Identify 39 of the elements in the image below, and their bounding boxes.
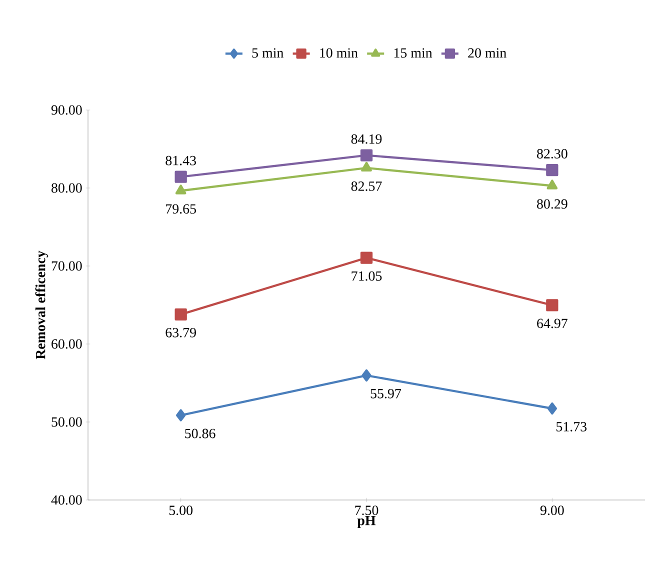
data-label: 63.79 bbox=[166, 328, 196, 338]
data-label: 81.43 bbox=[166, 156, 196, 166]
point bbox=[360, 252, 373, 264]
data-label: 82.57 bbox=[351, 181, 382, 191]
data-label: 55.97 bbox=[370, 388, 402, 398]
point bbox=[547, 402, 557, 415]
data-label: 71.05 bbox=[352, 271, 382, 281]
data-label: 50.86 bbox=[185, 428, 216, 438]
data-label: 84.19 bbox=[351, 134, 382, 144]
legend-label: 5 min bbox=[252, 48, 284, 58]
point bbox=[176, 409, 186, 422]
x-tick-label: 5.00 bbox=[169, 506, 193, 516]
data-label: 64.97 bbox=[537, 318, 568, 328]
point bbox=[546, 180, 558, 190]
data-label: 51.73 bbox=[556, 422, 587, 432]
y-tick-label: 40.00 bbox=[51, 495, 82, 505]
x-tick-label: 9.00 bbox=[540, 506, 564, 516]
x-axis-title: pH bbox=[357, 516, 376, 528]
point bbox=[546, 299, 558, 312]
y-axis-title: Removal efficency bbox=[35, 250, 48, 360]
data-label: 82.30 bbox=[537, 149, 568, 159]
y-tick-label: 60.00 bbox=[52, 339, 82, 349]
x-tick-label: 7.50 bbox=[355, 506, 378, 516]
point bbox=[174, 308, 187, 321]
y-tick-label: 50.00 bbox=[52, 417, 82, 427]
legend-label: 15 min bbox=[394, 48, 432, 58]
point bbox=[361, 162, 372, 172]
y-tick-label: 90.00 bbox=[51, 105, 82, 115]
data-label: 79.65 bbox=[166, 204, 196, 214]
point bbox=[175, 184, 186, 194]
y-tick-label: 80.00 bbox=[52, 183, 82, 193]
point bbox=[362, 369, 372, 382]
legend-label: 10 min bbox=[320, 48, 358, 58]
data-label: 80.29 bbox=[537, 199, 568, 209]
legend-label: 20 min bbox=[468, 48, 506, 58]
point bbox=[174, 170, 187, 183]
point bbox=[546, 164, 558, 176]
point bbox=[360, 149, 373, 162]
y-tick-label: 70.00 bbox=[52, 261, 82, 271]
